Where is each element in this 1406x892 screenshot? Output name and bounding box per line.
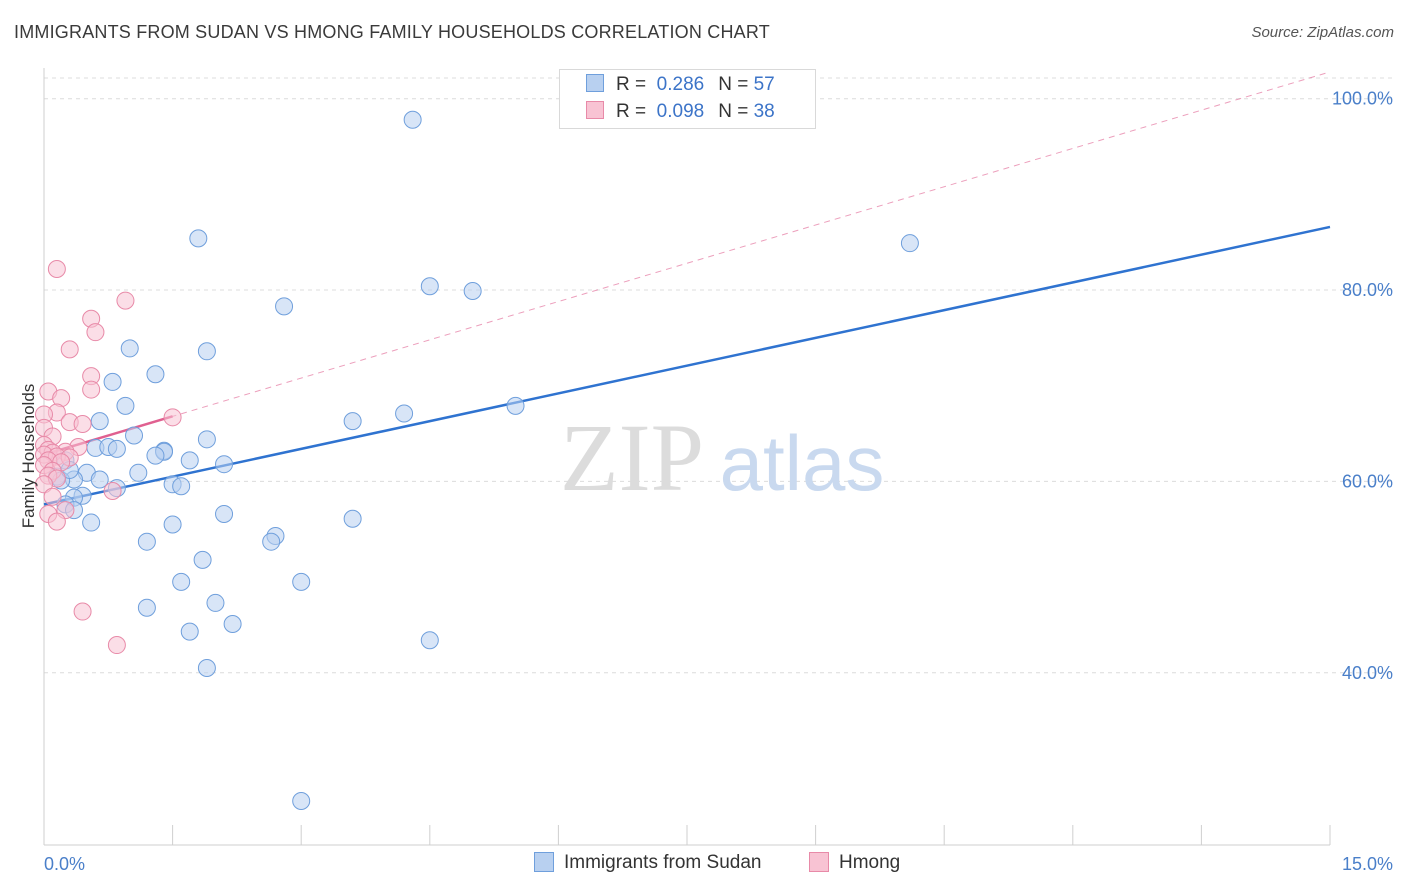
sudan-point (193, 550, 212, 569)
sudan-point (137, 532, 156, 551)
sudan-point (82, 513, 101, 532)
y-tick-label: 80.0% (1342, 280, 1393, 300)
sudan-point (223, 614, 242, 633)
watermark: ZIP atlas (560, 404, 884, 511)
stats-legend: R = 0.286 N = 57 R = 0.098 N = 38 (559, 69, 816, 129)
sudan-point (197, 430, 216, 449)
sudan-point (146, 365, 165, 384)
hmong-point (60, 340, 79, 359)
sudan-point (420, 277, 439, 296)
sudan-point (463, 282, 482, 301)
sudan-point (129, 463, 148, 482)
sudan-point (163, 515, 182, 534)
y-tick-label: 40.0% (1342, 663, 1393, 683)
sudan-point (343, 509, 362, 528)
watermark-atlas: atlas (720, 419, 885, 507)
legend-n-value: 38 (753, 101, 775, 122)
hmong-point (107, 636, 126, 655)
sudan-point (275, 297, 294, 316)
hmong-point (47, 512, 66, 531)
sudan-point (125, 426, 144, 445)
sudan-point (172, 572, 191, 591)
bottom-legend-label-hmong: Hmong (839, 852, 901, 873)
sudan-point (343, 412, 362, 431)
sudan-point (137, 598, 156, 617)
legend-n-value: 57 (753, 74, 775, 95)
legend-swatch-pink (586, 101, 604, 119)
sudan-point (395, 404, 414, 423)
legend-n-label: N = (718, 74, 749, 95)
bottom-legend-swatch-blue (534, 852, 554, 872)
sudan-point (90, 412, 109, 431)
sudan-point (197, 342, 216, 361)
bottom-legend-label-sudan: Immigrants from Sudan (564, 852, 762, 873)
sudan-point (197, 658, 216, 677)
sudan-point (116, 396, 135, 415)
hmong-point (82, 380, 101, 399)
chart-title: IMMIGRANTS FROM SUDAN VS HMONG FAMILY HO… (14, 22, 770, 42)
legend-row-sudan: R = 0.286 N = 57 (586, 74, 775, 100)
sudan-point (215, 504, 234, 523)
sudan-point (292, 572, 311, 591)
sudan-point (120, 339, 139, 358)
sudan-point (215, 455, 234, 474)
x-tick-label-max: 15.0% (1342, 854, 1393, 874)
watermark-zip: ZIP (560, 404, 704, 511)
bottom-legend-sudan: Immigrants from Sudan (534, 852, 761, 876)
legend-r-value: 0.286 (656, 74, 705, 95)
source-label: Source: ZipAtlas.com (1251, 24, 1394, 41)
hmong-point (103, 481, 122, 500)
hmong-point (47, 260, 66, 279)
legend-r-label: R = (616, 101, 647, 122)
sudan-point (180, 451, 199, 470)
data-points (35, 110, 919, 810)
sudan-point (900, 234, 919, 253)
axes (43, 68, 1331, 846)
legend-swatch-blue (586, 74, 604, 92)
hmong-point (116, 291, 135, 310)
sudan-point (146, 446, 165, 465)
tick-labels: 40.0% 60.0% 80.0% 100.0% 0.0% 15.0% Family Hou… (19, 89, 1393, 874)
x-tick-label-min: 0.0% (44, 854, 85, 874)
legend-row-hmong: R = 0.098 N = 38 (586, 101, 775, 127)
legend-n-label: N = (718, 101, 749, 122)
bottom-legend-hmong: Hmong (809, 852, 900, 876)
bottom-legend-swatch-pink (809, 852, 829, 872)
sudan-point (180, 622, 199, 641)
hmong-point (35, 475, 53, 494)
y-tick-label: 60.0% (1342, 471, 1393, 491)
sudan-point (90, 470, 109, 489)
hmong-trend-extended (43, 71, 1331, 456)
sudan-trend-line (43, 225, 1331, 506)
hmong-point (73, 415, 92, 434)
sudan-point (403, 110, 422, 129)
hmong-point (73, 602, 92, 621)
hmong-point (86, 323, 105, 342)
sudan-point (107, 439, 126, 458)
sudan-point (189, 229, 208, 248)
legend-r-value: 0.098 (656, 101, 705, 122)
grid-lines (44, 77, 1394, 674)
sudan-point (506, 396, 525, 415)
legend-r-label: R = (616, 74, 647, 95)
hmong-point (43, 487, 62, 506)
sudan-point (103, 372, 122, 391)
sudan-point (172, 477, 191, 496)
sudan-point (206, 593, 225, 612)
sudan-point (420, 631, 439, 650)
hmong-point (163, 408, 182, 427)
sudan-point (292, 791, 311, 810)
y-axis-label: Family Households (19, 384, 38, 529)
sudan-point (262, 532, 281, 551)
y-tick-label: 100.0% (1332, 89, 1393, 109)
